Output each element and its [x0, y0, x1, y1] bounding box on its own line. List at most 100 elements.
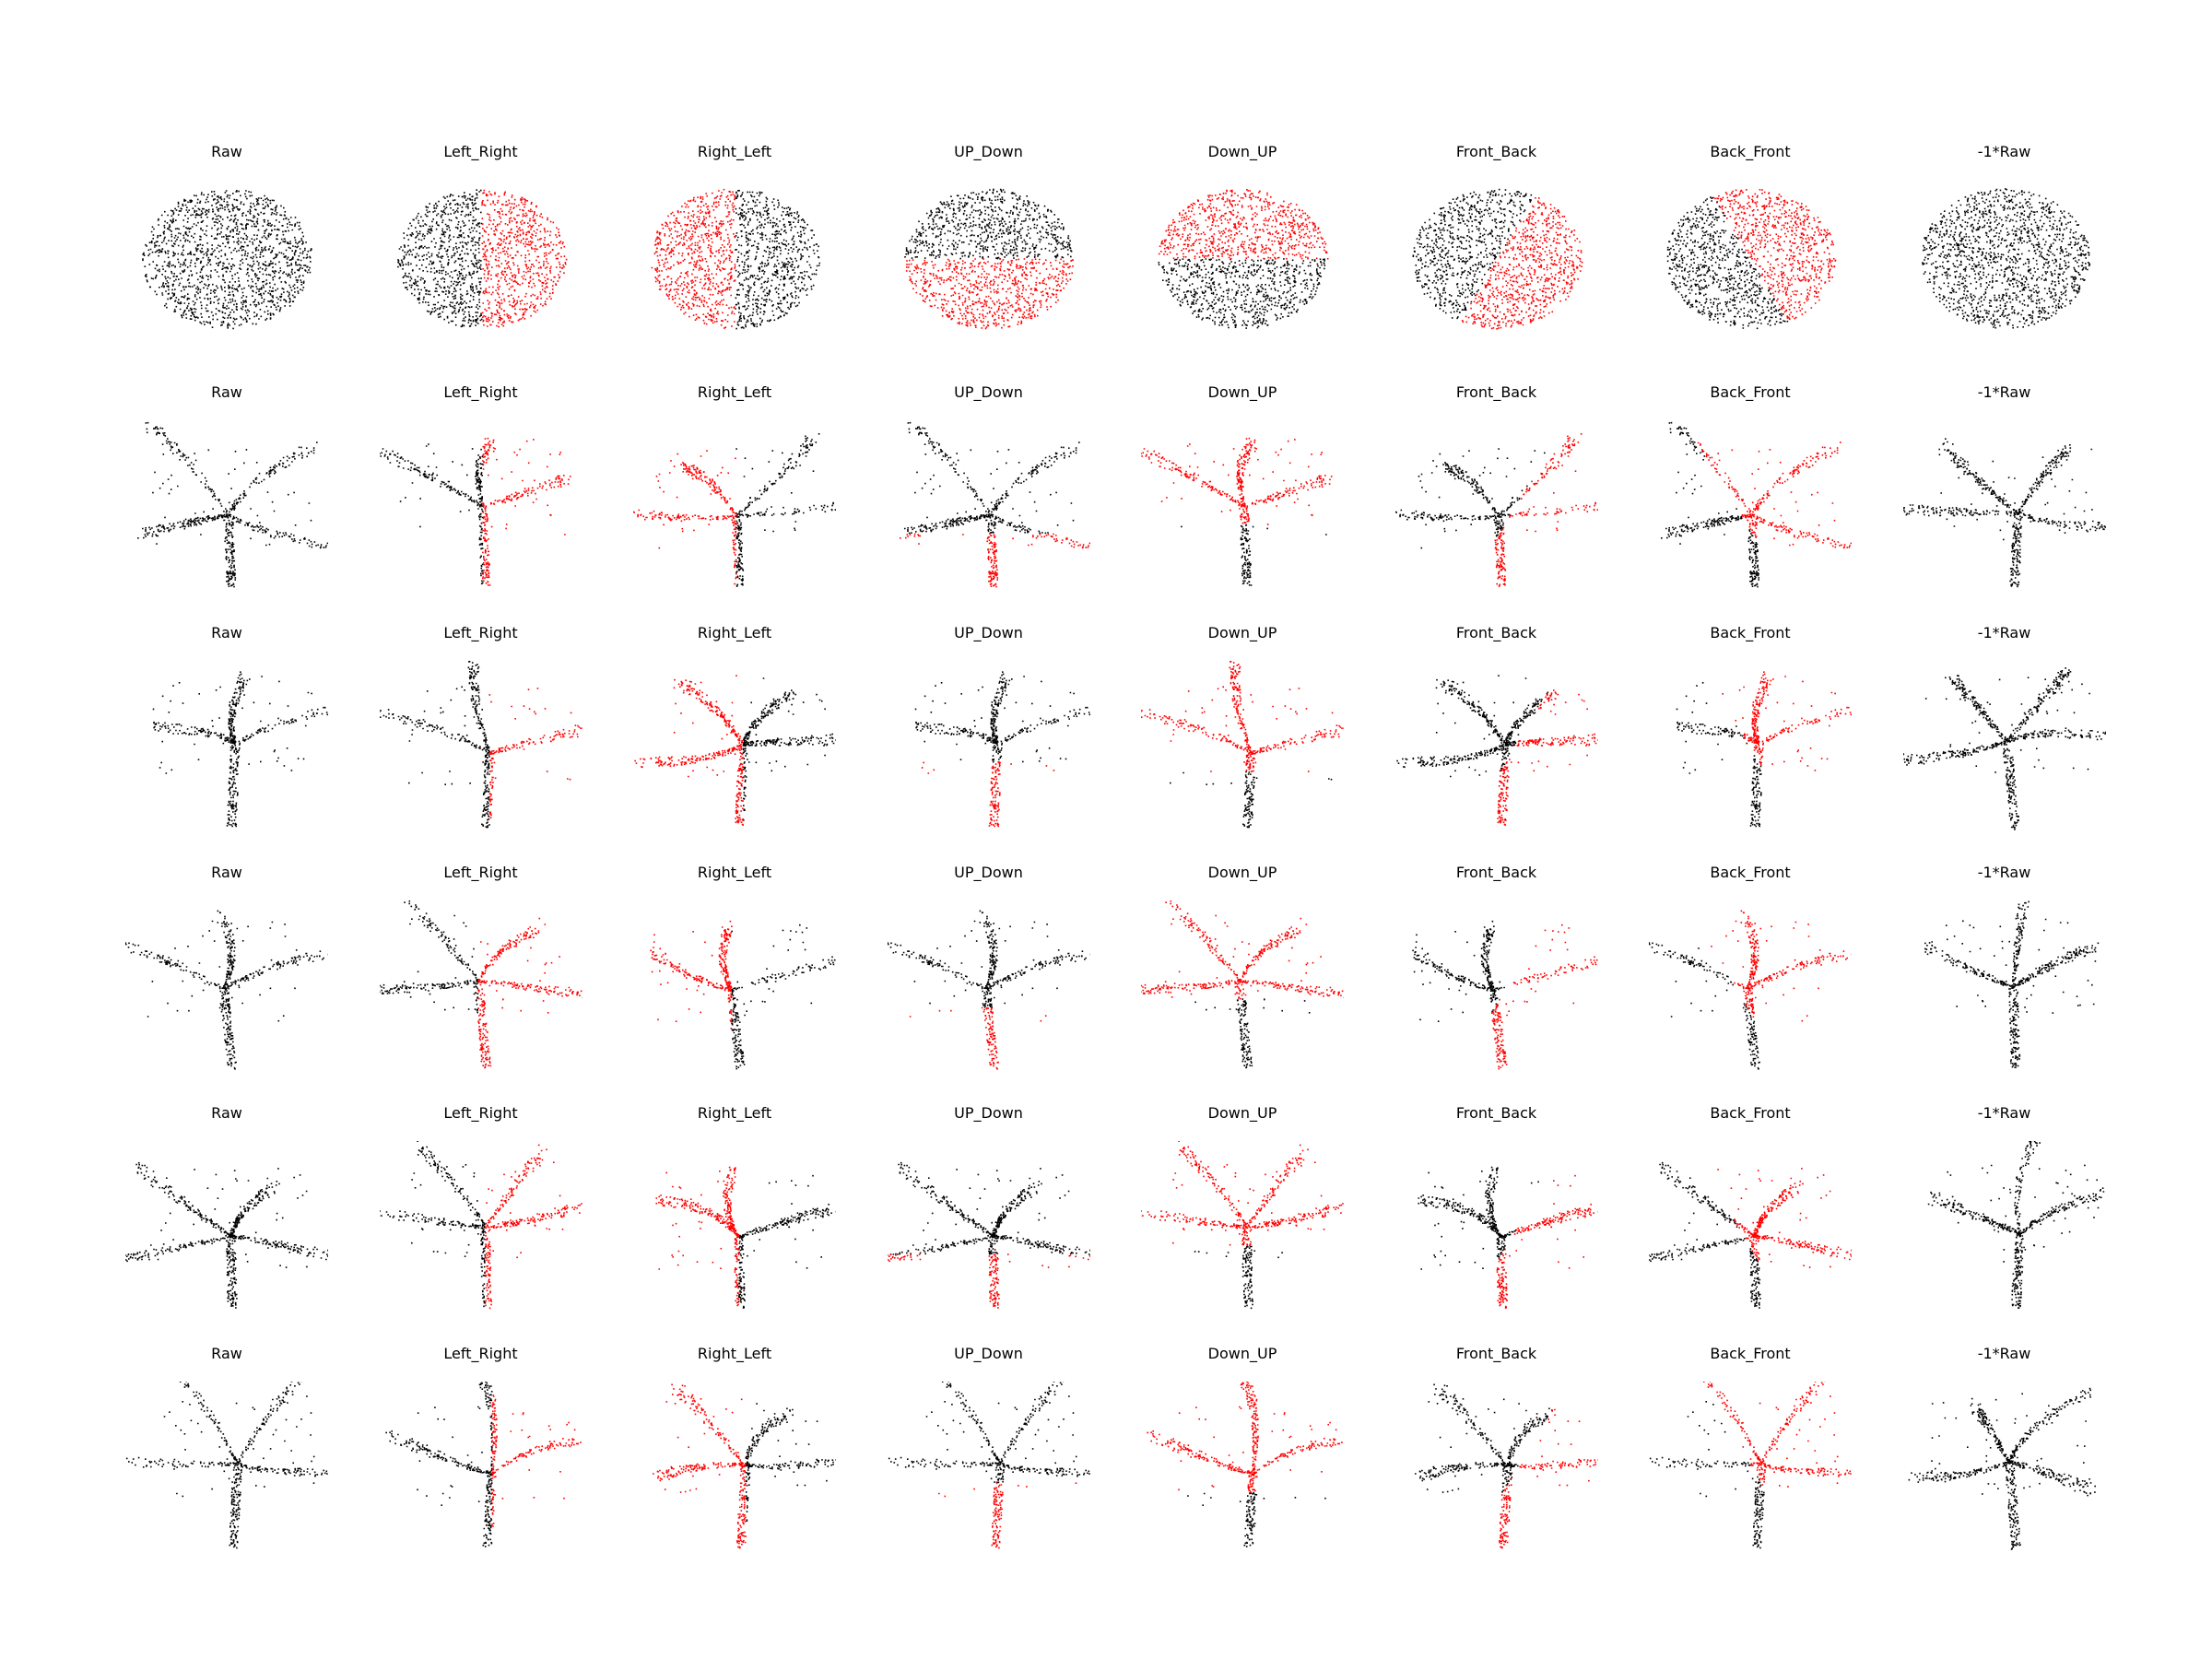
- panel-r2-c8: -1*Raw: [1885, 383, 2124, 623]
- plant-point-cloud: [1902, 438, 2106, 587]
- plant-point-cloud: [633, 432, 836, 587]
- plant-point-cloud: [379, 900, 582, 1069]
- plant-point-cloud: [1395, 674, 1598, 826]
- panel-title: Back_Front: [1710, 143, 1791, 160]
- sphere-point-cloud: [1412, 188, 1583, 330]
- masked-points: [1141, 660, 1344, 772]
- unchanged-points: [125, 1382, 328, 1549]
- plant-point-cloud: [1418, 1166, 1598, 1310]
- panel-title: Right_Left: [697, 1345, 772, 1362]
- unchanged-points: [737, 1175, 836, 1310]
- unchanged-points: [1187, 1491, 1326, 1547]
- unchanged-points: [142, 190, 312, 330]
- panel-r1-c5: Down_UP: [1123, 143, 1362, 382]
- unchanged-points: [903, 188, 1072, 260]
- panel-title: Left_Right: [443, 1104, 518, 1123]
- panel-r4-c5: Down_UP: [1123, 864, 1362, 1103]
- unchanged-points: [889, 1162, 1090, 1256]
- masked-points: [1722, 670, 1852, 771]
- masked-points: [1147, 1382, 1343, 1493]
- panel-title: Down_UP: [1207, 864, 1277, 882]
- plant-point-cloud: [1141, 1141, 1344, 1310]
- masked-points: [1141, 437, 1333, 525]
- plant-point-cloud: [653, 1383, 836, 1549]
- masked-points: [1717, 1168, 1852, 1269]
- plant-point-cloud: [650, 921, 836, 1070]
- sphere-point-cloud: [1666, 189, 1837, 330]
- panel-r5-c2: Left_Right: [361, 1104, 601, 1344]
- panel-r2-c2: Left_Right: [361, 383, 601, 623]
- panel-r6-c4: UP_Down: [869, 1345, 1109, 1584]
- plant-point-cloud: [1908, 1387, 2096, 1550]
- panel-r5-c3: Right_Left: [615, 1104, 854, 1344]
- unchanged-points: [1411, 921, 1505, 1023]
- unchanged-points: [1666, 196, 1789, 330]
- sphere-point-cloud: [142, 190, 312, 330]
- panel-title: Front_Back: [1455, 382, 1537, 401]
- masked-points: [1141, 900, 1344, 1000]
- panel-title: UP_Down: [954, 1345, 1023, 1362]
- masked-points: [484, 1144, 582, 1310]
- panel-title: Front_Back: [1455, 1345, 1537, 1362]
- plant-point-cloud: [914, 670, 1090, 827]
- masked-points: [650, 921, 733, 1030]
- masked-points: [1496, 1175, 1598, 1310]
- unchanged-points: [735, 190, 821, 330]
- panel-title: Back_Front: [1710, 1345, 1791, 1362]
- unchanged-points: [152, 670, 328, 827]
- panel-r2-c5: Down_UP: [1123, 383, 1362, 623]
- panel-title: Left_Right: [443, 623, 518, 641]
- unchanged-points: [1927, 1141, 2104, 1310]
- unchanged-points: [1649, 1162, 1761, 1309]
- unchanged-points: [1908, 1387, 2096, 1550]
- panel-r6-c3: Right_Left: [615, 1345, 854, 1584]
- plant-point-cloud: [1676, 670, 1852, 827]
- unchanged-points: [1181, 524, 1327, 586]
- plant-point-cloud: [137, 421, 328, 588]
- unchanged-points: [731, 924, 836, 1070]
- panel-title: UP_Down: [954, 623, 1023, 641]
- unchanged-points: [1902, 438, 2106, 587]
- masked-points: [634, 674, 745, 826]
- masked-points: [1141, 1141, 1344, 1247]
- panel-title: Front_Back: [1455, 1104, 1537, 1123]
- panel-r2-c7: Back_Front: [1630, 383, 1870, 623]
- plant-point-cloud: [1394, 432, 1598, 587]
- unchanged-points: [1194, 998, 1311, 1069]
- plant-point-cloud: [1661, 421, 1852, 588]
- panel-r1-c2: Left_Right: [361, 143, 601, 382]
- panel-title: Front_Back: [1455, 864, 1537, 882]
- masked-points: [1697, 441, 1852, 548]
- panel-r6-c2: Left_Right: [361, 1345, 601, 1584]
- panel-r4-c3: Right_Left: [615, 864, 854, 1103]
- plant-point-cloud: [379, 437, 571, 586]
- unchanged-points: [1412, 188, 1532, 320]
- sphere-point-cloud: [1158, 189, 1329, 329]
- panel-title: -1*Raw: [1977, 864, 2031, 882]
- unchanged-points: [887, 910, 1090, 1008]
- plant-point-cloud: [1147, 1382, 1343, 1547]
- unchanged-points: [1661, 421, 1760, 588]
- plant-point-cloud: [1414, 1383, 1598, 1549]
- panel-title: Right_Left: [697, 382, 772, 401]
- unchanged-points: [396, 189, 482, 328]
- panel-title: Left_Right: [443, 864, 518, 882]
- unchanged-points: [735, 432, 836, 587]
- panel-title: Back_Front: [1710, 382, 1791, 401]
- unchanged-points: [125, 910, 328, 1070]
- plant-point-cloud: [899, 421, 1090, 588]
- panel-r1-c8: -1*Raw: [1885, 143, 2124, 382]
- panel-title: Raw: [211, 1104, 242, 1123]
- panel-r2-c3: Right_Left: [615, 383, 854, 623]
- panel-r3-c4: UP_Down: [869, 624, 1109, 864]
- masked-points: [488, 687, 582, 818]
- sphere-point-cloud: [903, 188, 1074, 330]
- plant-point-cloud: [1902, 666, 2106, 830]
- panel-r5-c7: Back_Front: [1630, 1104, 1870, 1344]
- plant-point-cloud: [634, 674, 836, 826]
- plant-point-cloud: [1141, 437, 1333, 586]
- unchanged-points: [379, 443, 483, 584]
- masked-points: [653, 1383, 747, 1549]
- panel-title: UP_Down: [954, 864, 1023, 882]
